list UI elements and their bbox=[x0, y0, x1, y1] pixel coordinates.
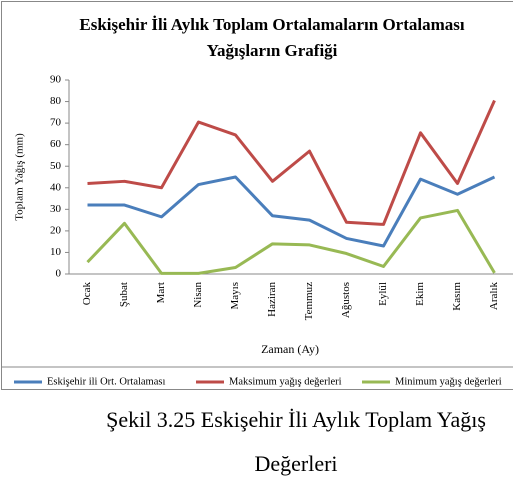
y-tick-label: 0 bbox=[56, 268, 62, 280]
y-tick-label: 40 bbox=[50, 181, 62, 193]
chart: Toplam Yağış (mm) Zaman (Ay) 0 10 20 30 40 50… bbox=[1, 1, 513, 390]
x-tick-label: Nisan bbox=[192, 282, 204, 308]
x-tick-label: Ekim bbox=[414, 282, 426, 306]
x-tick-label: Şubat bbox=[118, 282, 130, 307]
series-line bbox=[86, 208, 496, 275]
legend-label: Eskişehir ili Ort. Ortalaması bbox=[47, 376, 165, 387]
y-tick-label: 20 bbox=[50, 224, 62, 236]
y-tick-label: 90 bbox=[50, 74, 62, 86]
x-tick-label: Temmuz bbox=[303, 282, 315, 320]
x-tick-label: Haziran bbox=[266, 282, 278, 317]
caption: Şekil 3.25 Eskişehir İli Aylık Toplam Ya… bbox=[106, 407, 486, 476]
x-tick-label: Mayıs bbox=[229, 282, 241, 310]
y-tick-label: 10 bbox=[50, 246, 62, 258]
x-tick-label: Ağustos bbox=[340, 282, 352, 318]
series-line bbox=[87, 175, 496, 248]
legend-label: Maksimum yağış değerleri bbox=[229, 376, 342, 387]
y-tick-label: 80 bbox=[50, 95, 62, 107]
y-tick-label: 70 bbox=[50, 117, 62, 129]
x-tick-label: Mart bbox=[155, 282, 167, 303]
y-tick-label: 50 bbox=[50, 160, 62, 172]
x-tick-label: Aralık bbox=[488, 282, 500, 311]
x-axis-title: Zaman (Ay) bbox=[261, 342, 319, 356]
y-tick-label: 30 bbox=[50, 203, 62, 215]
legend-label: Minimum yağış değerleri bbox=[395, 376, 502, 387]
chart-title: Eskişehir İli Aylık Toplam Ortalamaların… bbox=[79, 15, 465, 60]
y-axis-title: Toplam Yağış (mm) bbox=[14, 133, 26, 221]
chart-border bbox=[1, 1, 513, 390]
x-tick-label: Eylül bbox=[377, 282, 389, 306]
series-line bbox=[87, 99, 496, 226]
x-tick-label: Kasım bbox=[451, 282, 463, 311]
x-tick-label: Ocak bbox=[81, 282, 93, 306]
y-tick-label: 60 bbox=[50, 138, 62, 150]
